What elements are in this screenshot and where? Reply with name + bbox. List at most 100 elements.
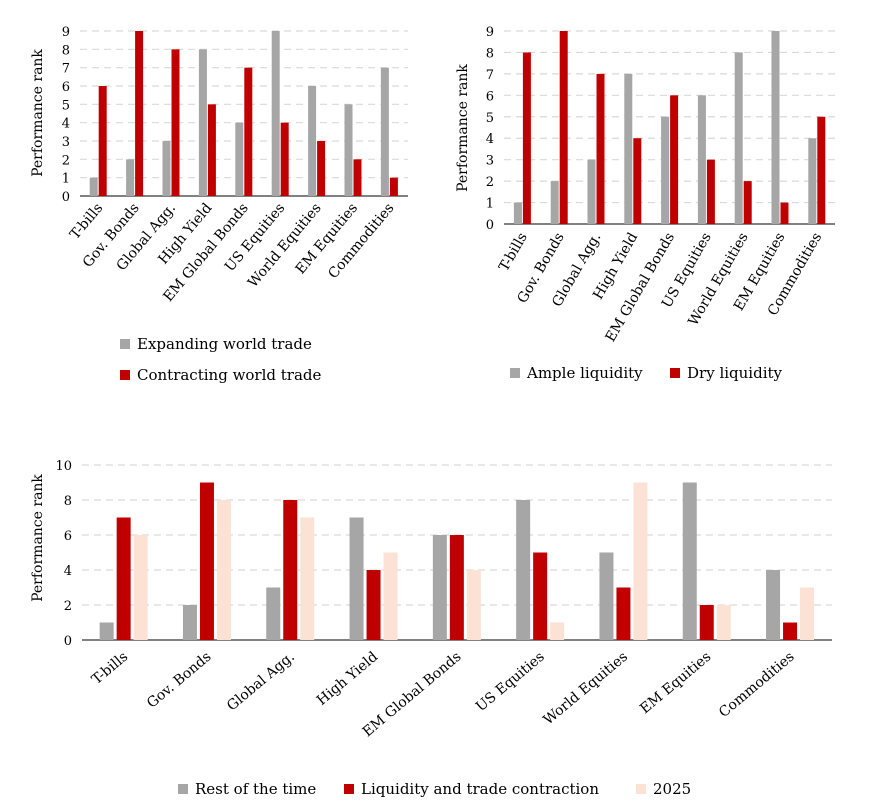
bar: [466, 570, 481, 640]
bar: [389, 177, 398, 196]
legend: Ample liquidity Dry liquidity: [510, 364, 783, 382]
bar: [349, 517, 364, 640]
y-tick-label: 6: [486, 89, 494, 104]
bar: [670, 95, 679, 224]
bar: [207, 104, 216, 196]
y-tick-label: 0: [64, 634, 72, 649]
bar: [383, 552, 398, 640]
bar: [771, 31, 780, 224]
legend-swatch: [120, 370, 130, 380]
y-tick-label: 0: [486, 218, 494, 233]
bar: [133, 535, 148, 640]
bar: [344, 104, 353, 196]
y-tick-label: 3: [486, 154, 494, 169]
bar: [308, 86, 317, 196]
x-tick-label: EM Global Bonds: [603, 230, 678, 345]
bar: [533, 552, 548, 640]
bar: [513, 202, 522, 224]
bar: [682, 482, 697, 640]
bar: [162, 141, 171, 196]
y-tick-label: 1: [486, 197, 494, 212]
y-tick-label: 6: [62, 80, 70, 95]
y-tick-label: 5: [62, 98, 70, 113]
bar: [699, 605, 714, 640]
legend-label: Liquidity and trade contraction: [361, 780, 599, 798]
y-tick-label: 4: [62, 117, 70, 132]
bar: [216, 500, 231, 640]
legend-label: Contracting world trade: [137, 366, 322, 384]
bar: [550, 181, 559, 224]
bar: [171, 49, 180, 197]
x-tick-label: T-bills: [496, 230, 531, 274]
bar: [734, 52, 743, 224]
bar: [783, 622, 798, 640]
y-tick-label: 7: [486, 68, 494, 83]
x-tick-label: T-bills: [89, 649, 131, 688]
chart-panel-3: 0 2 4 6 8 10 Performance rank T-bills Gov. Bonds…: [30, 459, 832, 798]
x-tick-label: EM Equities: [637, 649, 714, 717]
legend-label: Dry liquidity: [687, 364, 783, 382]
bar: [135, 31, 144, 196]
bar: [198, 49, 207, 197]
y-tick-label: 9: [62, 25, 70, 40]
y-tick-label: 2: [62, 153, 70, 168]
bar: [624, 73, 633, 224]
bar: [449, 535, 464, 640]
x-tick-label: Global Agg.: [224, 649, 298, 714]
bar: [780, 202, 789, 224]
bar: [199, 482, 214, 640]
bar: [587, 159, 596, 224]
bar: [317, 141, 326, 196]
legend-swatch: [178, 784, 188, 794]
bar: [432, 535, 447, 640]
bar: [300, 517, 315, 640]
legend-swatch: [510, 368, 520, 378]
y-axis-title: Performance rank: [455, 64, 471, 192]
y-tick-label: 8: [486, 46, 494, 61]
bar: [98, 86, 107, 196]
x-tick-label: World Equities: [541, 649, 631, 729]
legend-swatch: [120, 339, 130, 349]
bar: [522, 52, 531, 224]
y-tick-label: 10: [55, 459, 72, 474]
bar: [766, 570, 781, 640]
legend-label: Ample liquidity: [526, 364, 643, 382]
bar: [743, 181, 752, 224]
x-tick-label: Gov. Bonds: [144, 649, 215, 712]
y-tick-label: 8: [62, 43, 70, 58]
bar: [716, 605, 731, 640]
bar: [116, 517, 131, 640]
bar: [283, 500, 298, 640]
bar: [800, 587, 815, 640]
legend-label: 2025: [653, 780, 691, 798]
legend-swatch: [636, 784, 646, 794]
legend-swatch: [344, 784, 354, 794]
bar: [661, 116, 670, 224]
x-tick-label: US Equities: [473, 649, 548, 715]
bar: [126, 159, 135, 196]
legend-label: Rest of the time: [195, 780, 316, 798]
bar: [599, 552, 614, 640]
bar: [633, 138, 642, 224]
y-tick-label: 4: [486, 132, 494, 147]
y-tick-label: 6: [64, 529, 72, 544]
y-tick-label: 2: [486, 175, 494, 190]
bar: [280, 122, 289, 196]
y-tick-label: 1: [62, 172, 70, 187]
bar: [99, 622, 114, 640]
bar: [244, 67, 253, 197]
y-tick-label: 3: [62, 135, 70, 150]
y-tick-label: 0: [62, 190, 70, 205]
y-axis-title: Performance rank: [30, 474, 46, 602]
bar: [596, 73, 605, 224]
bar: [559, 31, 568, 224]
x-tick-label: Commodities: [325, 200, 397, 282]
bar: [706, 159, 715, 224]
y-axis-title: Performance rank: [30, 49, 46, 177]
y-tick-label: 9: [486, 25, 494, 40]
y-tick-label: 2: [64, 599, 72, 614]
bar: [366, 570, 381, 640]
legend-swatch: [670, 368, 680, 378]
